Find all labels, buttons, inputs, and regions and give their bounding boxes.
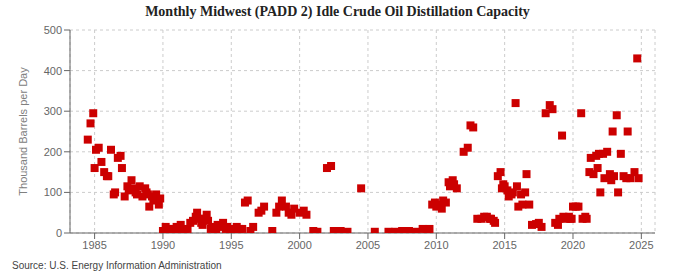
svg-text:0: 0 (56, 227, 62, 239)
svg-text:1985: 1985 (82, 239, 106, 251)
svg-text:2000: 2000 (287, 239, 311, 251)
svg-text:2025: 2025 (629, 239, 653, 251)
svg-text:100: 100 (44, 186, 62, 198)
svg-text:2010: 2010 (424, 239, 448, 251)
svg-text:1990: 1990 (151, 239, 175, 251)
svg-text:1995: 1995 (219, 239, 243, 251)
html-text:Monthly Midwest (PADD 2) Idle: Monthly Midwest (PADD 2) Idle Crude Oil … (145, 4, 530, 19)
svg-text:300: 300 (44, 105, 62, 117)
svg-text:2020: 2020 (561, 239, 585, 251)
svg-text:2005: 2005 (356, 239, 380, 251)
svg-text:500: 500 (44, 24, 62, 36)
html-text:Source: U.S. Energy Informatio: Source: U.S. Energy Information Administ… (12, 260, 222, 271)
svg-text:400: 400 (44, 65, 62, 77)
svg-text:2015: 2015 (492, 239, 516, 251)
svg-text:200: 200 (44, 146, 62, 158)
svg-text:Thousand Barrels per Day: Thousand Barrels per Day (17, 67, 29, 196)
